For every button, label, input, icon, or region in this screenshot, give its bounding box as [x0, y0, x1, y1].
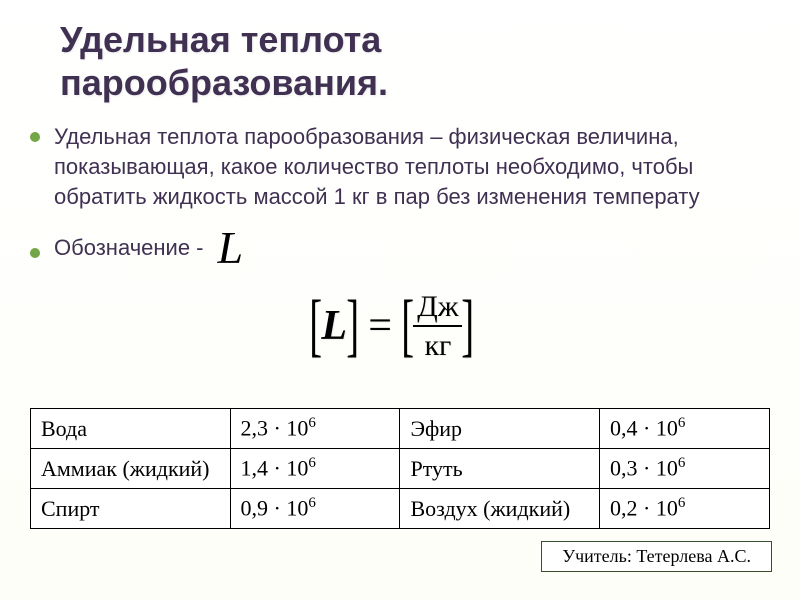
title-line-2: парообразования. [60, 61, 770, 104]
fraction-numerator: Дж [413, 290, 462, 323]
bracket-open-icon: [ [309, 291, 322, 361]
substance-name: Аммиак (жидкий) [31, 449, 231, 489]
substance-name: Ртуть [400, 449, 600, 489]
substance-value: 2,3 · 106 [230, 409, 400, 449]
exponent: 6 [308, 495, 316, 511]
designation-bullet: Обозначение - L [30, 221, 770, 274]
bracket-close-icon: ] [462, 291, 475, 361]
table-row: Вода 2,3 · 106 Эфир 0,4 · 106 [31, 409, 770, 449]
substance-name: Эфир [400, 409, 600, 449]
exponent: 6 [678, 455, 686, 471]
designation-symbol: L [218, 221, 244, 274]
heat-table: Вода 2,3 · 106 Эфир 0,4 · 106 Аммиак (жи… [30, 408, 770, 529]
substance-value: 0,9 · 106 [230, 489, 400, 529]
exponent: 6 [678, 495, 686, 511]
substance-name: Спирт [31, 489, 231, 529]
fraction-denominator: кг [420, 329, 455, 362]
substance-name: Вода [31, 409, 231, 449]
bracket-close-icon: ] [346, 291, 359, 361]
substance-name: Воздух (жидкий) [400, 489, 600, 529]
table-row: Спирт 0,9 · 106 Воздух (жидкий) 0,2 · 10… [31, 489, 770, 529]
substance-value: 0,2 · 106 [600, 489, 770, 529]
mantissa: 0,4 [610, 416, 638, 441]
teacher-credit: Учитель: Тетерлева А.С. [541, 541, 772, 572]
bullet-dot-icon [30, 248, 40, 258]
slide: Удельная теплота парообразования. Удельн… [0, 0, 800, 600]
unit-fraction: Дж кг [413, 290, 462, 362]
bullet-dot-icon [30, 132, 40, 142]
mantissa: 0,3 [610, 456, 638, 481]
exponent: 6 [678, 415, 686, 431]
title-line-1: Удельная теплота [60, 18, 770, 61]
bracket-open-icon: [ [401, 291, 414, 361]
mantissa: 1,4 [241, 456, 269, 481]
exponent: 6 [308, 455, 316, 471]
mantissa: 0,2 [610, 496, 638, 521]
substance-value: 1,4 · 106 [230, 449, 400, 489]
definition-bullet: Удельная теплота парообразования – физич… [30, 122, 770, 211]
equals-sign: = [368, 302, 392, 350]
fraction-bar [413, 325, 462, 327]
slide-title: Удельная теплота парообразования. [60, 18, 770, 104]
unit-formula: [ L ] = [ Дж кг ] [310, 290, 474, 362]
designation-label: Обозначение - [54, 235, 204, 261]
exponent: 6 [308, 415, 316, 431]
mantissa: 2,3 [241, 416, 269, 441]
heat-table-grid: Вода 2,3 · 106 Эфир 0,4 · 106 Аммиак (жи… [30, 408, 770, 529]
formula-symbol-L: L [321, 302, 347, 350]
definition-text: Удельная теплота парообразования – физич… [54, 122, 770, 211]
mantissa: 0,9 [241, 496, 269, 521]
table-row: Аммиак (жидкий) 1,4 · 106 Ртуть 0,3 · 10… [31, 449, 770, 489]
substance-value: 0,3 · 106 [600, 449, 770, 489]
substance-value: 0,4 · 106 [600, 409, 770, 449]
